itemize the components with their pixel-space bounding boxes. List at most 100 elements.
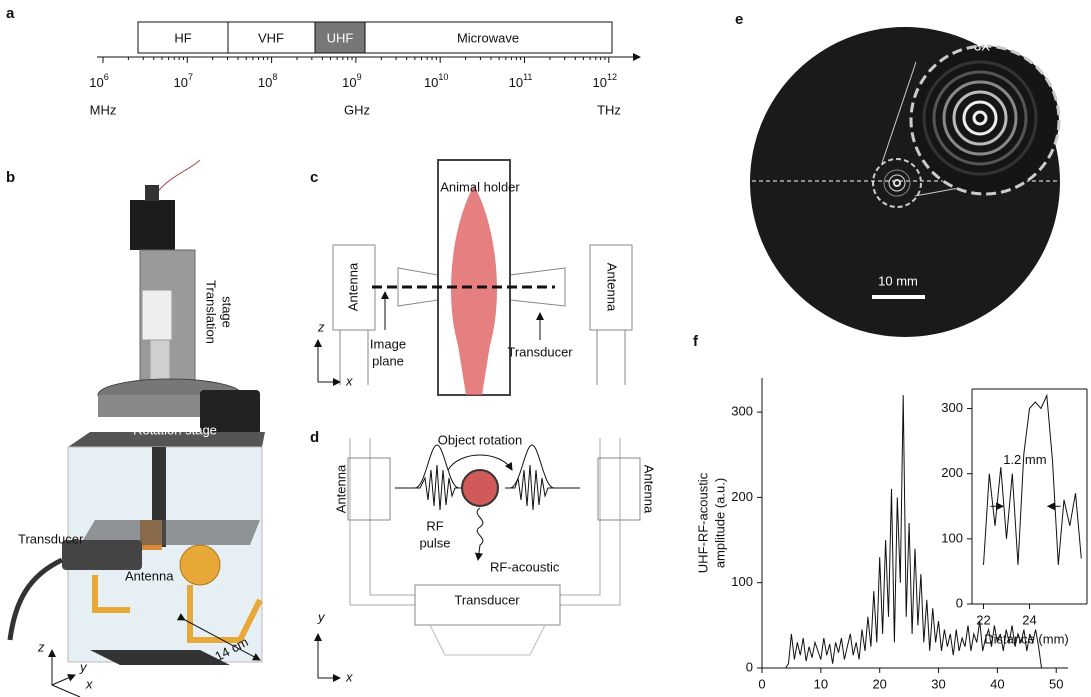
label: Object rotation [438,432,523,447]
x-axis-label: Distance (mm) [984,631,1069,646]
object [462,470,498,506]
unit-label: THz [597,102,621,117]
axis-label: y [317,609,326,624]
tick-exponent: 9 [357,72,362,82]
antenna-box [348,458,390,520]
panel-c: c Animal holder Antenna Antenna Image pl… [310,160,632,395]
tick-exponent: 10 [438,72,448,82]
band-label: Microwave [457,30,519,45]
label: Transducer [18,531,84,546]
x-tick-label: 10 [814,676,828,691]
tick-base: 10 [509,75,523,90]
tick-base: 10 [89,75,103,90]
x-tick-label: 22 [976,612,990,627]
label: Rotation stage [133,422,217,437]
y-tick-label: 200 [941,465,963,480]
axis-label: z [37,639,45,654]
envelope [510,445,554,488]
tick-exponent: 11 [523,72,532,82]
y-tick-label: 300 [731,404,753,419]
tick-base: 10 [424,75,438,90]
band-label: VHF [258,30,284,45]
panel-letter: e [735,11,743,28]
label: Antenna [125,568,174,583]
motor [130,200,175,250]
y-tick-label: 0 [956,595,963,610]
cable [10,560,62,640]
x-tick-label: 30 [931,676,945,691]
pulse [505,465,580,510]
panel-b: b Translation stage Rotation stage Trans… [6,160,265,697]
label: Antenna [642,465,657,514]
zoom-label: 3X [974,38,990,53]
tick-base: 10 [342,75,356,90]
tick-label: 109 [342,72,361,90]
rotation-arrow [448,455,512,470]
tick-label: 1012 [593,72,617,90]
label: Translation [204,280,219,344]
tick-base: 10 [258,75,272,90]
acoustic-wave [477,508,483,560]
unit-label: GHz [344,102,370,117]
axis-label: x [345,669,353,684]
transducer-base [430,625,545,655]
unit-label: MHz [90,102,117,117]
tick-exponent: 6 [104,72,109,82]
label: Antenna [345,262,360,311]
label: stage [220,296,235,328]
tick-label: 108 [258,72,277,90]
panel-d: d Object rotation Antenna Antenna RF pul… [310,429,657,684]
antenna-disc [180,545,220,585]
x-tick-label: 50 [1049,676,1063,691]
tick-base: 10 [593,75,607,90]
axis-arrow [52,685,80,697]
label: Antenna [333,464,348,513]
panel-letter: f [693,333,699,350]
line [786,395,1042,668]
tick-exponent: 7 [188,72,193,82]
label: Transducer [454,592,520,607]
label: plane [372,353,404,368]
panel-letter: d [310,429,319,446]
panel-letter: c [310,169,318,186]
antenna-box [598,458,640,520]
y-tick-label: 0 [746,659,753,674]
tick-label: 107 [174,72,193,90]
panel-letter: a [6,5,15,22]
label: Image [370,336,406,351]
axis-arrow [52,675,75,685]
tick-label: 1011 [509,72,533,90]
label: Animal holder [440,179,520,194]
x-tick-label: 24 [1022,612,1036,627]
pulse [395,465,465,510]
cable [155,160,200,195]
x-tick-label: 40 [990,676,1004,691]
carriage [142,290,172,340]
label: RF-acoustic [490,559,560,574]
motor-cap [145,185,159,201]
label: pulse [419,535,450,550]
axis-label: x [85,676,93,691]
panel-e: e 3X 10 mm [735,11,1060,337]
band-label: UHF [327,30,354,45]
axis-label: x [345,373,353,388]
tick-base: 10 [174,75,188,90]
x-tick-label: 20 [872,676,886,691]
annotation: 1.2 mm [1003,452,1046,467]
label: RF [426,518,443,533]
y-tick-label: 100 [941,530,963,545]
label: Antenna [605,263,620,312]
y-tick-label: 100 [731,574,753,589]
animal [451,185,497,395]
tick-label: 106 [89,72,108,90]
line [984,396,1082,565]
tick-exponent: 8 [272,72,277,82]
tick-exponent: 12 [607,72,617,82]
panel-letter: b [6,169,15,186]
label: Transducer [507,344,573,359]
panel-a: a HF VHF UHF Microwave 10610710810910101… [6,5,640,117]
y-tick-label: 300 [941,400,963,415]
axis-label: z [317,319,325,334]
y-tick-label: 200 [731,489,753,504]
scale-label: 10 mm [878,273,918,288]
